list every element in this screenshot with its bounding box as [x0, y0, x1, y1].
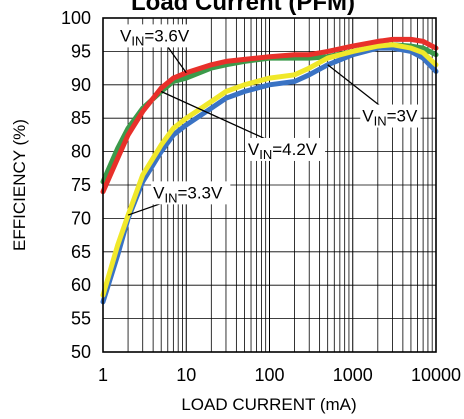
series-layer: [100, 36, 439, 305]
y-tick-label: 100: [61, 8, 91, 28]
x-tick-label: 10000: [411, 365, 461, 385]
annotation-vin-3-6v: VIN=3.6V: [117, 24, 198, 74]
series-line-vin-3v: [100, 45, 439, 305]
x-tick-label: 10: [176, 365, 196, 385]
annotation-background: [117, 24, 198, 48]
annotation-vin-3v: VIN=3V: [327, 64, 421, 129]
y-tick-label: 55: [71, 309, 91, 329]
x-tick-label: 1: [98, 365, 108, 385]
x-tick-label: 100: [254, 365, 284, 385]
y-tick-labels: 50 55 60 65 70 75 80 85 90 95 100: [61, 8, 91, 362]
y-tick-label: 95: [71, 41, 91, 61]
x-axis-label: LOAD CURRENT (mA): [181, 395, 356, 414]
annotation-label: VIN=3V: [362, 107, 418, 129]
annotations: VIN=3.6V VIN=4.2V VIN=3.3V VIN=3V: [117, 24, 421, 216]
y-tick-label: 70: [71, 208, 91, 228]
annotation-background: [151, 181, 231, 205]
series-line-vin-3-3v: [100, 42, 439, 298]
x-tick-label: 1000: [333, 365, 373, 385]
annotation-label: VIN=3.3V: [153, 183, 223, 205]
annotation-label: VIN=4.2V: [248, 140, 318, 162]
y-tick-label: 65: [71, 242, 91, 262]
plot-frame: [102, 17, 437, 353]
y-tick-label: 60: [71, 275, 91, 295]
x-tick-labels: 1 10 100 1000 10000: [98, 365, 461, 385]
annotation-vin-3-3v: VIN=3.3V: [127, 181, 231, 216]
y-axis-label: EFFICIENCY (%): [10, 119, 29, 251]
y-tick-label: 80: [71, 142, 91, 162]
grid: [103, 18, 436, 352]
annotation-vin-4-2v: VIN=4.2V: [160, 90, 326, 162]
annotation-background: [360, 104, 421, 128]
y-tick-label: 90: [71, 75, 91, 95]
annotation-background: [245, 137, 326, 161]
chart-title: Load Current (PFM): [131, 0, 355, 16]
y-tick-label: 75: [71, 175, 91, 195]
series-line-vin-3-6v: [100, 36, 439, 195]
y-tick-label: 85: [71, 108, 91, 128]
annotation-label: VIN=3.6V: [120, 26, 190, 48]
y-tick-label: 50: [71, 342, 91, 362]
